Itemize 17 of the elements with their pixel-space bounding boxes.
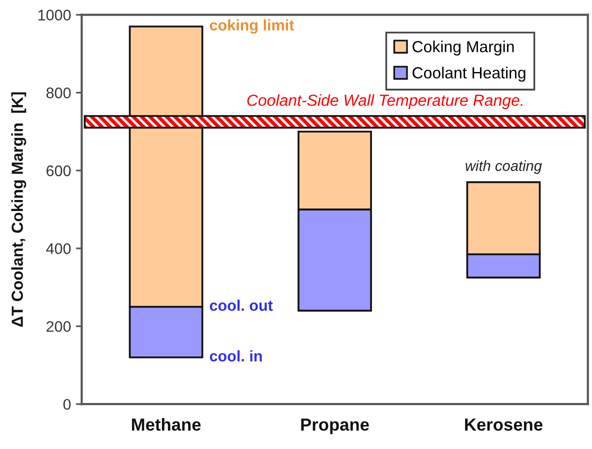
- y-axis-title: ΔT Coolant, Coking Margin [K]: [11, 92, 26, 327]
- legend-label: Coolant Heating: [412, 66, 526, 82]
- y-tick-label: 600: [46, 165, 71, 176]
- x-tick-label: Methane: [132, 418, 201, 431]
- y-tick-label: 800: [46, 88, 71, 98]
- x-tick-label: Propane: [301, 418, 369, 434]
- legend-label: Coking Margin: [412, 40, 514, 56]
- band-label: Coolant-Side Wall Temperature Range.: [247, 94, 522, 110]
- annotation: cool. out: [210, 300, 273, 311]
- y-tick-label: 1000: [38, 10, 71, 21]
- y-tick-label: 400: [46, 243, 71, 254]
- annotation: coking limit: [210, 19, 294, 34]
- y-tick-label: 200: [46, 321, 71, 332]
- annotation: cool. in: [210, 350, 262, 362]
- x-tick-label: Kerosene: [465, 418, 542, 431]
- y-tick-label: 0: [63, 398, 71, 410]
- annotation: with coating: [466, 160, 542, 174]
